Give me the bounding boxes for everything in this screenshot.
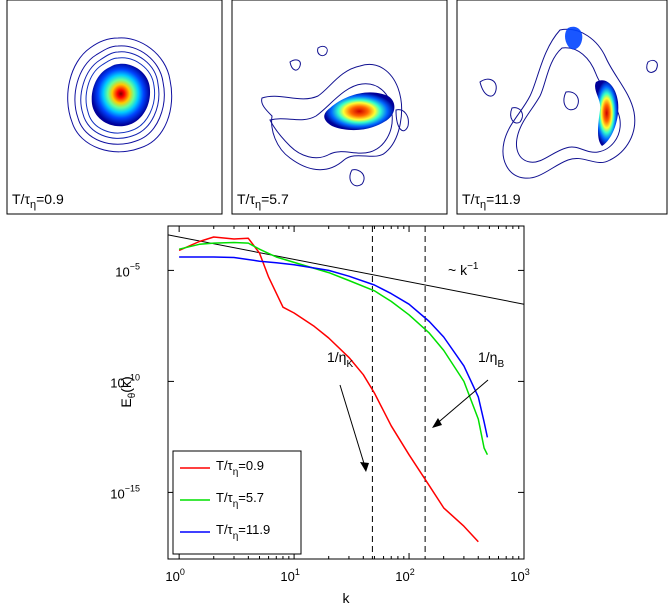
legend: T/τη=0.9 T/τη=5.7 T/τη=11.9	[172, 450, 302, 555]
x-tick-label-2: 102	[395, 567, 414, 584]
snapshot-panel-1: T/τη=0.9	[6, 0, 223, 215]
x-axis-label: k	[343, 590, 351, 606]
y-tick-label-0: 10−15	[110, 483, 140, 501]
contour-blob-1	[67, 37, 173, 153]
contour-blob-2	[261, 45, 409, 187]
series-line-0	[178, 236, 479, 543]
spectrum-plot: 100 101 102 103 10−15 10−10 10−5 ~ k−1 1/ηK 1…	[110, 225, 530, 606]
snapshot-panel-2: T/τη=5.7	[231, 0, 448, 215]
x-tick-label-3: 103	[510, 567, 529, 584]
snapshot-label-1: T/τη=0.9	[12, 191, 64, 211]
snapshot-label-3: T/τη=11.9	[462, 191, 521, 211]
contour-core-2	[324, 92, 395, 131]
svg-text:T/τη=0.9: T/τη=0.9	[216, 458, 264, 478]
svg-text:T/τη=5.7: T/τη=5.7	[216, 490, 264, 510]
batchelor-arrowhead	[432, 418, 442, 428]
y-tick-label-2: 10−5	[115, 261, 140, 279]
x-tick-label-0: 100	[165, 567, 184, 584]
series-line-2	[179, 256, 489, 438]
reference-slope-label: ~ k−1	[448, 261, 479, 278]
kolmogorov-marker-label: 1/ηK	[327, 349, 353, 370]
legend-item-2: T/τη=5.7	[180, 490, 264, 510]
snapshot-label-2: T/τη=5.7	[237, 191, 289, 211]
y-axis-label: Eθ(k)	[118, 376, 138, 407]
contour-core-3	[595, 80, 619, 146]
legend-item-3: T/τη=11.9	[180, 522, 270, 542]
plot-area	[167, 225, 525, 560]
contour-core-3b	[565, 26, 583, 50]
kolmogorov-arrow	[339, 384, 367, 471]
legend-item-1: T/τη=0.9	[180, 458, 264, 478]
y-axis-ticks: 10−15 10−10 10−5	[110, 261, 524, 501]
reference-slope-line	[168, 234, 524, 305]
kolmogorov-arrowhead	[360, 462, 369, 472]
scale-markers	[371, 226, 426, 559]
batchelor-arrow	[433, 379, 489, 427]
y-tick-label-1: 10−10	[110, 372, 140, 390]
snapshot-panel-3: T/τη=11.9	[456, 0, 668, 215]
svg-text:T/τη=11.9: T/τη=11.9	[216, 522, 270, 542]
x-axis-ticks: 100 101 102 103	[165, 226, 530, 584]
batchelor-marker-label: 1/ηB	[478, 349, 504, 370]
x-tick-label-1: 101	[280, 567, 299, 584]
data-series	[178, 236, 489, 543]
series-line-1	[178, 241, 489, 456]
